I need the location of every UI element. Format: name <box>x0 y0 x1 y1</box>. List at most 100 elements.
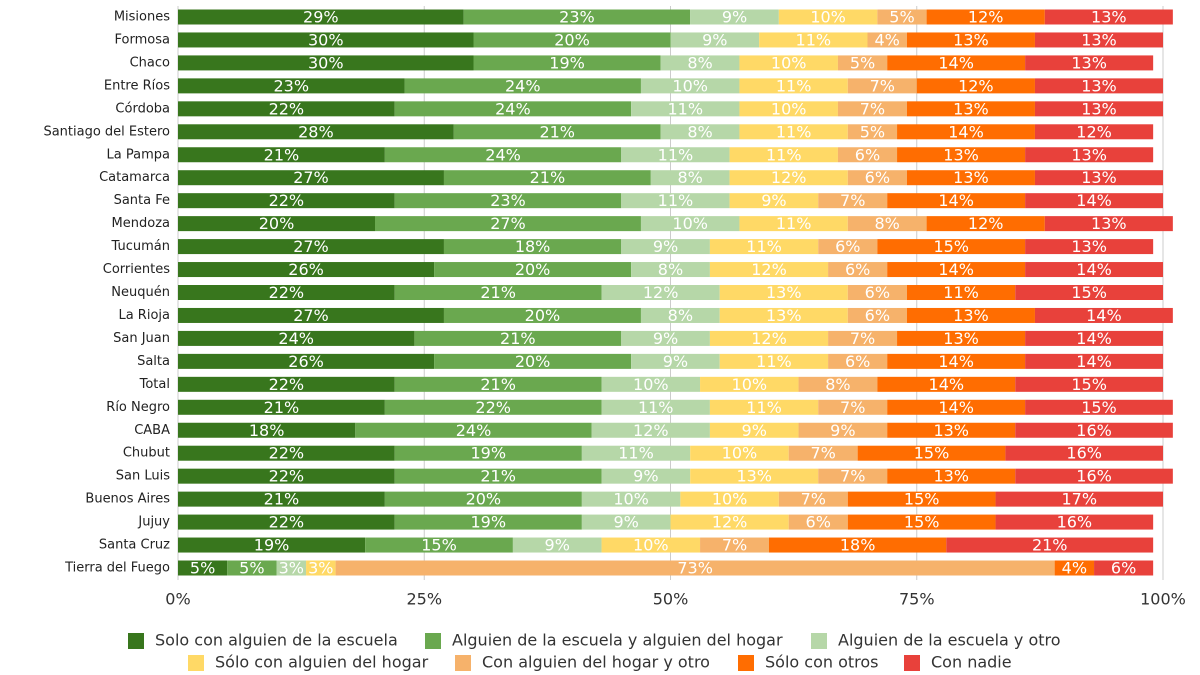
bar-segment <box>178 239 444 255</box>
value-label: 22% <box>269 467 305 486</box>
value-label: 13% <box>766 283 802 302</box>
bar-segment <box>178 78 405 94</box>
value-label: 9% <box>761 191 786 210</box>
value-label: 23% <box>273 76 309 95</box>
bar-segment <box>1034 307 1173 323</box>
value-label: 14% <box>929 375 965 394</box>
value-label: 27% <box>293 168 329 187</box>
value-label: 12% <box>771 168 807 187</box>
bar-segment <box>897 124 1035 140</box>
value-label: 5% <box>190 559 215 578</box>
y-tick-label: Neuquén <box>111 285 170 300</box>
bar-segment <box>640 78 740 94</box>
legend-label: Alguien de la escuela y otro <box>838 631 1061 650</box>
value-label: 8% <box>678 168 703 187</box>
value-label: 19% <box>470 444 506 463</box>
value-label: 11% <box>796 30 832 49</box>
x-tick-label: 0% <box>165 590 190 609</box>
y-tick-label: Formosa <box>115 32 170 47</box>
bar-segment <box>178 285 395 300</box>
bar-segment <box>443 239 622 255</box>
value-label: 16% <box>1076 467 1112 486</box>
legend-swatch <box>188 655 204 671</box>
value-label: 10% <box>771 53 807 72</box>
bar-segment <box>384 147 622 163</box>
bar-segment <box>178 55 474 71</box>
bar-segment <box>670 32 760 48</box>
value-label: 23% <box>559 8 595 27</box>
bar-segment <box>709 262 829 278</box>
bar-segment <box>365 537 513 553</box>
bar-segment <box>1034 78 1163 94</box>
bar-segment <box>837 101 907 117</box>
bar-segment <box>906 32 1035 48</box>
bar-segment <box>394 193 622 209</box>
y-tick-label: Salta <box>137 354 170 369</box>
bar-segment <box>621 239 710 255</box>
value-label: 7% <box>810 444 835 463</box>
bar-segment <box>178 376 395 392</box>
bar-segment <box>867 32 907 48</box>
value-label: 7% <box>840 191 865 210</box>
value-label: 21% <box>530 168 566 187</box>
bar-segment <box>1034 32 1163 48</box>
bar-segment <box>857 445 1006 461</box>
bar-segment <box>621 330 710 346</box>
y-tick-label: Río Negro <box>106 400 170 415</box>
bar-segment <box>700 376 799 392</box>
value-label: 10% <box>712 490 748 509</box>
value-label: 9% <box>830 421 855 440</box>
bar-segment <box>601 285 720 300</box>
value-label: 18% <box>249 421 285 440</box>
value-label: 6% <box>806 513 831 532</box>
value-label: 22% <box>269 283 305 302</box>
bar-segment <box>384 491 582 507</box>
bar-segment <box>1034 170 1163 186</box>
value-label: 8% <box>668 306 693 325</box>
value-label: 10% <box>633 536 669 555</box>
value-label: 20% <box>525 306 561 325</box>
bar-segment <box>631 101 740 117</box>
bar-segment <box>887 422 1016 438</box>
x-tick-label: 100% <box>1140 590 1186 609</box>
bar-segment <box>581 514 671 530</box>
value-label: 11% <box>746 398 782 417</box>
value-label: 20% <box>515 352 551 371</box>
value-label: 11% <box>776 76 812 95</box>
y-tick-label: Chubut <box>123 446 170 461</box>
value-label: 73% <box>677 559 713 578</box>
value-label: 24% <box>456 421 492 440</box>
bar-segment <box>818 399 888 415</box>
value-label: 13% <box>1081 99 1117 118</box>
value-label: 10% <box>722 444 758 463</box>
y-tick-label: Buenos Aires <box>85 492 170 507</box>
value-label: 8% <box>687 122 712 141</box>
bar-segment <box>995 514 1154 530</box>
value-label: 20% <box>515 260 551 279</box>
value-label: 24% <box>505 76 541 95</box>
bar-segment <box>877 239 1026 255</box>
value-label: 14% <box>938 191 974 210</box>
value-label: 15% <box>1071 283 1107 302</box>
value-label: 14% <box>1076 352 1112 371</box>
y-tick-label: Corrientes <box>103 262 170 277</box>
bar-segment <box>443 170 651 186</box>
bar-segment <box>178 353 435 369</box>
value-label: 14% <box>1086 306 1122 325</box>
bar-segment <box>394 514 582 530</box>
value-label: 6% <box>1111 559 1136 578</box>
bar-segment <box>887 353 1026 369</box>
value-label: 30% <box>308 30 344 49</box>
value-label: 11% <box>756 352 792 371</box>
bar-segment <box>640 216 740 232</box>
x-tick-label: 50% <box>653 590 689 609</box>
bar-segment <box>1044 216 1173 232</box>
bar-segment <box>887 399 1026 415</box>
bar-segment <box>709 330 829 346</box>
bar-segment <box>178 170 444 186</box>
legend-swatch <box>455 655 471 671</box>
bar-segment <box>778 9 878 25</box>
value-label: 15% <box>1081 398 1117 417</box>
value-label: 19% <box>549 53 585 72</box>
